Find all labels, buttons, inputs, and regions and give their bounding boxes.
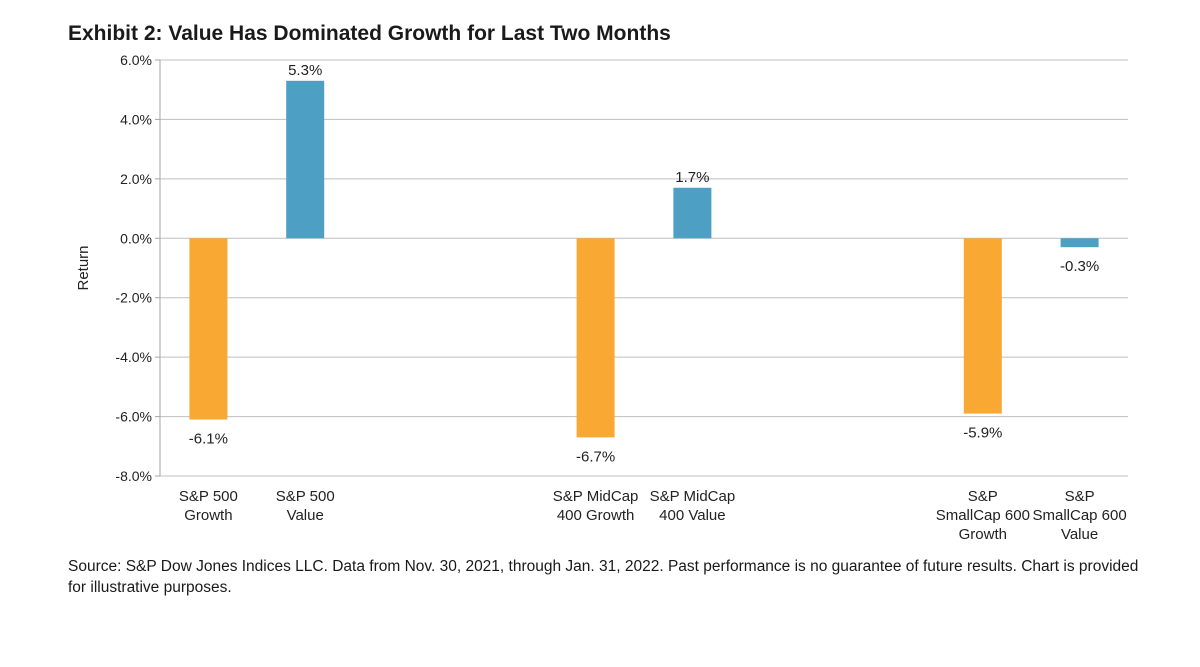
category-label-line: S&P MidCap (650, 488, 736, 505)
data-label: -6.7% (576, 448, 615, 465)
data-label: 5.3% (288, 62, 322, 79)
data-label: -6.1% (189, 431, 228, 448)
bar-chart: 6.0% 4.0% 2.0% 0.0% -2.0% -4.0% -6.0% -8.0% -6.… (75, 52, 1128, 543)
category-label-line: 400 Growth (557, 507, 635, 524)
category-label: S&P MidCap 400 Growth (553, 488, 639, 524)
y-tick-label: -2.0% (115, 290, 152, 306)
category-labels: S&P 500 Growth S&P 500 Value S&P MidCap 400 G… (179, 488, 1127, 543)
category-label: S&P 500 Growth (179, 488, 238, 524)
category-label: S&P 500 Value (276, 488, 335, 524)
y-tick-label: 0.0% (120, 230, 152, 246)
category-label-line: S&P MidCap (553, 488, 639, 505)
category-label-line: Value (1061, 526, 1098, 543)
bar-growth (189, 238, 228, 420)
category-label: S&P SmallCap 600 Value (1032, 488, 1126, 543)
data-label: 1.7% (675, 169, 709, 186)
category-label-line: Value (287, 507, 324, 524)
category-label-line: S&P 500 (276, 488, 335, 505)
data-labels: -6.1% 5.3% -6.7% 1.7% -5.9% -0.3% (189, 62, 1099, 466)
category-label-line: S&P (968, 488, 998, 505)
y-tick-label: 6.0% (120, 52, 152, 68)
chart-title: Exhibit 2: Value Has Dominated Growth fo… (68, 22, 671, 45)
y-tick-label: -8.0% (115, 468, 152, 484)
category-label-line: 400 Value (659, 507, 725, 524)
bar-growth (963, 238, 1002, 414)
y-tick-label: 4.0% (120, 111, 152, 127)
category-label-line: Growth (959, 526, 1007, 543)
bar-value (673, 187, 712, 239)
y-axis: 6.0% 4.0% 2.0% 0.0% -2.0% -4.0% -6.0% -8.0% (115, 52, 161, 484)
category-label: S&P SmallCap 600 Growth (936, 488, 1030, 543)
category-label: S&P MidCap 400 Value (650, 488, 736, 524)
data-label: -5.9% (963, 425, 1002, 442)
y-tick-label: -4.0% (115, 349, 152, 365)
source-note: Source: S&P Dow Jones Indices LLC. Data … (68, 558, 1139, 596)
category-label-line: S&P (1065, 488, 1095, 505)
y-tick-label: -6.0% (115, 409, 152, 425)
bars (189, 80, 1099, 438)
data-label: -0.3% (1060, 258, 1099, 275)
y-tick-label: 2.0% (120, 171, 152, 187)
bar-value (286, 80, 325, 239)
category-label-line: SmallCap 600 (936, 507, 1030, 524)
y-axis-title: Return (75, 245, 92, 290)
bar-growth (576, 238, 615, 438)
category-label-line: SmallCap 600 (1032, 507, 1126, 524)
category-label-line: Growth (184, 507, 232, 524)
category-label-line: S&P 500 (179, 488, 238, 505)
bar-value (1060, 238, 1099, 248)
